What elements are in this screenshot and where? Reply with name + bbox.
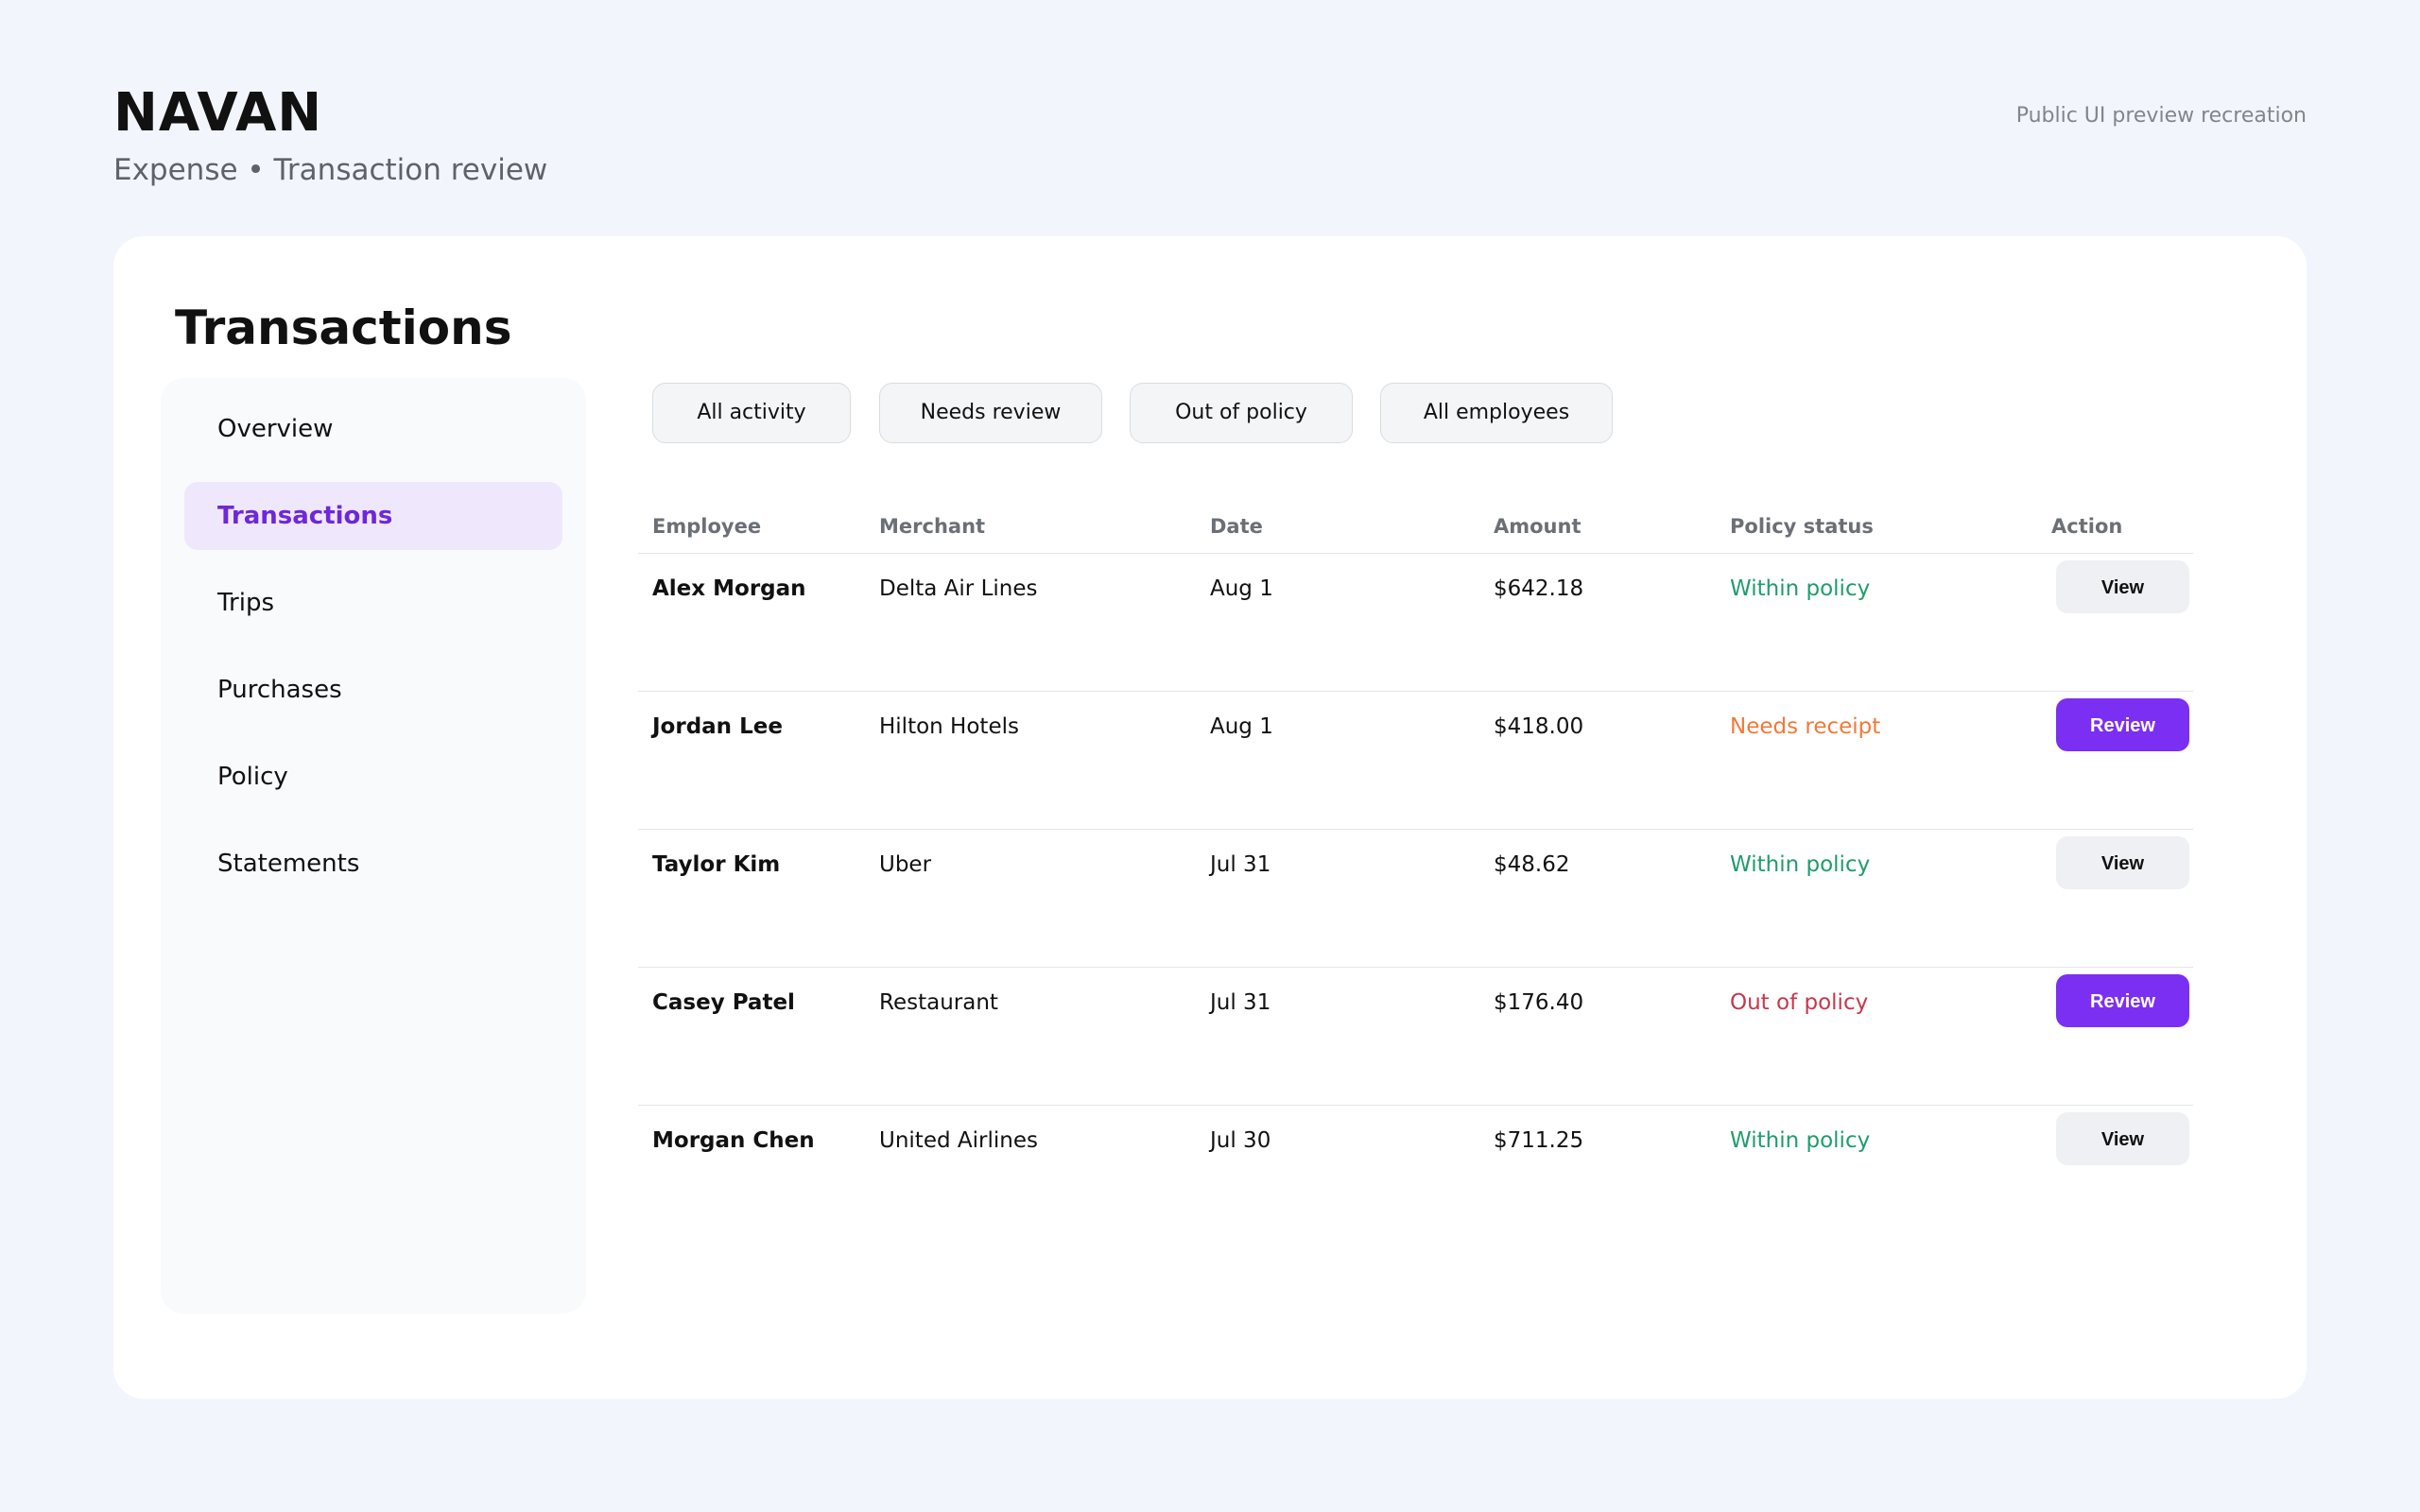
header-subtitle: Expense • Transaction review bbox=[113, 153, 548, 187]
sidebar-item-policy[interactable]: Policy bbox=[217, 763, 288, 791]
merchant-cell: Uber bbox=[879, 852, 932, 877]
amount-cell: $176.40 bbox=[1494, 990, 1584, 1015]
employee-cell: Jordan Lee bbox=[652, 714, 783, 739]
column-header-merchant: Merchant bbox=[879, 515, 986, 538]
sidebar-item-trips[interactable]: Trips bbox=[217, 589, 275, 617]
policy-status-cell: Out of policy bbox=[1730, 990, 1869, 1015]
amount-cell: $642.18 bbox=[1494, 576, 1584, 601]
policy-status-cell: Within policy bbox=[1730, 852, 1871, 877]
date-cell: Jul 31 bbox=[1210, 852, 1271, 877]
employee-cell: Casey Patel bbox=[652, 990, 795, 1015]
main-card: Transactions Overview Transactions Trips… bbox=[113, 236, 2307, 1399]
table-row: Taylor Kim Uber Jul 31 $48.62 Within pol… bbox=[638, 830, 2193, 968]
view-button[interactable]: View bbox=[2056, 836, 2189, 889]
view-button[interactable]: View bbox=[2056, 560, 2189, 613]
table-header: Employee Merchant Date Amount Policy sta… bbox=[638, 501, 2193, 554]
column-header-action: Action bbox=[2051, 515, 2123, 538]
filter-all-activity[interactable]: All activity bbox=[652, 383, 851, 443]
policy-status-cell: Within policy bbox=[1730, 576, 1871, 601]
table-row: Casey Patel Restaurant Jul 31 $176.40 Ou… bbox=[638, 968, 2193, 1106]
filter-all-employees[interactable]: All employees bbox=[1380, 383, 1613, 443]
table-row: Morgan Chen United Airlines Jul 30 $711.… bbox=[638, 1106, 2193, 1243]
amount-cell: $711.25 bbox=[1494, 1128, 1584, 1153]
table-row: Alex Morgan Delta Air Lines Aug 1 $642.1… bbox=[638, 554, 2193, 692]
brand-logo-text: NAVAN bbox=[113, 82, 323, 144]
policy-status-cell: Within policy bbox=[1730, 1128, 1871, 1153]
table-row: Jordan Lee Hilton Hotels Aug 1 $418.00 N… bbox=[638, 692, 2193, 830]
employee-cell: Taylor Kim bbox=[652, 852, 781, 877]
amount-cell: $418.00 bbox=[1494, 714, 1584, 739]
date-cell: Jul 30 bbox=[1210, 1128, 1271, 1153]
sidebar-item-transactions[interactable]: Transactions bbox=[184, 482, 562, 550]
amount-cell: $48.62 bbox=[1494, 852, 1570, 877]
filter-out-of-policy[interactable]: Out of policy bbox=[1130, 383, 1353, 443]
sidebar-item-statements[interactable]: Statements bbox=[217, 850, 360, 878]
merchant-cell: Delta Air Lines bbox=[879, 576, 1038, 601]
date-cell: Aug 1 bbox=[1210, 714, 1273, 739]
employee-cell: Alex Morgan bbox=[652, 576, 806, 601]
transactions-table: Employee Merchant Date Amount Policy sta… bbox=[638, 501, 2193, 1243]
review-button[interactable]: Review bbox=[2056, 974, 2189, 1027]
merchant-cell: Restaurant bbox=[879, 990, 998, 1015]
sidebar-item-overview[interactable]: Overview bbox=[217, 415, 334, 443]
preview-note: Public UI preview recreation bbox=[2015, 104, 2307, 128]
filter-needs-review[interactable]: Needs review bbox=[879, 383, 1102, 443]
view-button[interactable]: View bbox=[2056, 1112, 2189, 1165]
column-header-policy-status: Policy status bbox=[1730, 515, 1874, 538]
review-button[interactable]: Review bbox=[2056, 698, 2189, 751]
date-cell: Jul 31 bbox=[1210, 990, 1271, 1015]
merchant-cell: United Airlines bbox=[879, 1128, 1038, 1153]
column-header-employee: Employee bbox=[652, 515, 762, 538]
sidebar: Overview Transactions Trips Purchases Po… bbox=[161, 378, 586, 1314]
policy-status-cell: Needs receipt bbox=[1730, 714, 1881, 739]
page-title: Transactions bbox=[175, 301, 512, 355]
sidebar-item-purchases[interactable]: Purchases bbox=[217, 676, 342, 704]
date-cell: Aug 1 bbox=[1210, 576, 1273, 601]
column-header-amount: Amount bbox=[1494, 515, 1582, 538]
column-header-date: Date bbox=[1210, 515, 1263, 538]
merchant-cell: Hilton Hotels bbox=[879, 714, 1019, 739]
employee-cell: Morgan Chen bbox=[652, 1128, 815, 1153]
